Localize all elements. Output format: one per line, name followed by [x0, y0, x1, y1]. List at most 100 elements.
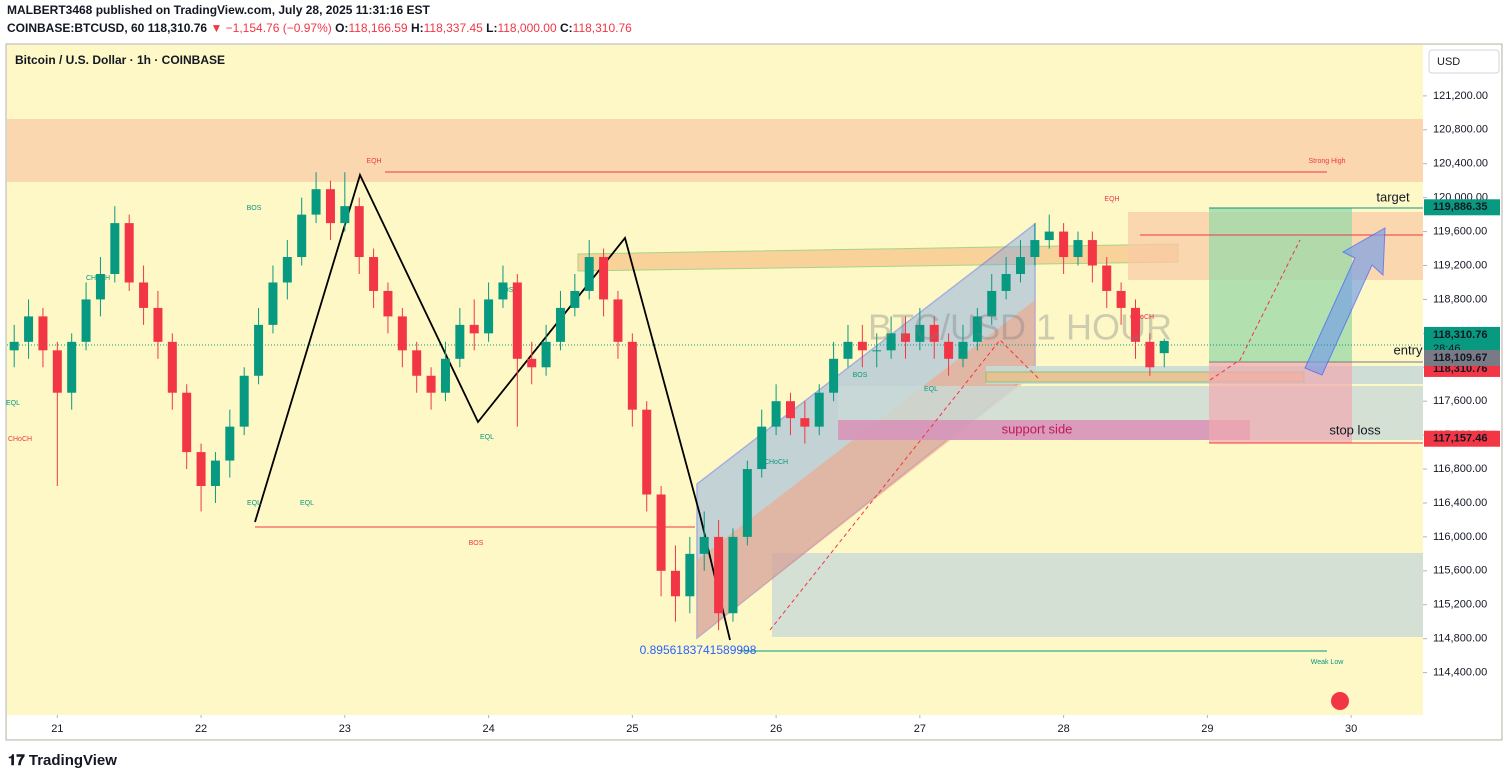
candle-body	[1073, 240, 1083, 258]
watermark: BTC/USD 1 HOUR	[868, 307, 1172, 348]
candle-body	[1059, 231, 1069, 258]
y-tick-label: 116,400.00	[1433, 497, 1487, 509]
l: 118,000.00	[497, 21, 556, 35]
candle-body	[1145, 341, 1155, 368]
candle-body	[857, 341, 867, 351]
zigzag	[254, 172, 731, 641]
candle-body	[800, 418, 810, 427]
candle-body	[742, 469, 752, 537]
y-tick-label: 115,600.00	[1433, 565, 1487, 577]
candle-body	[944, 341, 954, 359]
labels: BTC/USD 1 HOUR EQH EQH Strong High Weak …	[6, 49, 1500, 769]
eql: EQL	[480, 434, 494, 441]
candle-body	[1130, 307, 1140, 342]
currency[interactable]: USD	[1437, 56, 1460, 68]
candle-body	[900, 333, 910, 342]
support-label: support side	[1002, 421, 1073, 436]
candle-body	[929, 324, 939, 342]
eqh: EQH	[1104, 196, 1119, 203]
y-tick-label: 114,400.00	[1433, 667, 1487, 679]
candle-body	[484, 299, 494, 334]
price-tag	[1424, 349, 1500, 366]
x-tick-label: 27	[914, 723, 926, 735]
candle-body	[340, 206, 350, 224]
candle-body	[225, 426, 235, 461]
x-tick-label: 22	[195, 723, 207, 735]
c-label: C:	[560, 21, 573, 35]
x-tick-label: 21	[51, 723, 63, 735]
candle-body	[397, 316, 407, 351]
supply-zone	[7, 119, 1423, 182]
candle-body	[814, 392, 824, 427]
candle-body	[872, 350, 882, 352]
candle-body	[383, 290, 393, 317]
y-tick-label: 118,800.00	[1433, 293, 1487, 305]
eql: EQL	[300, 500, 314, 507]
change: ▼ −1,154.76 (−0.97%)	[210, 21, 331, 35]
candle-body	[771, 401, 781, 427]
candle-body	[369, 257, 379, 291]
price-tag	[1424, 430, 1500, 447]
currency-button[interactable]	[1428, 49, 1500, 74]
x-tick-label: 24	[482, 723, 494, 735]
x-tick-label: 23	[339, 723, 351, 735]
candle-body	[455, 324, 465, 359]
choch: CHoCH	[8, 436, 32, 443]
candle-body	[584, 257, 594, 291]
candle-body	[757, 426, 767, 470]
candle-body	[412, 350, 422, 376]
o: 118,166.59	[348, 21, 407, 35]
candle-body	[613, 299, 623, 342]
symbol-line: COINBASE:BTCUSD, 60 118,310.76 ▼ −1,154.…	[7, 21, 632, 35]
candle-body	[785, 401, 795, 419]
eql: EQL	[924, 386, 938, 393]
price-tag-label: 117,157.46	[1433, 433, 1487, 445]
loss-box	[1209, 362, 1352, 443]
y-tick-label: 119,200.00	[1433, 259, 1487, 271]
candle-body	[1001, 273, 1011, 291]
brand: TradingView	[29, 752, 117, 769]
fib-level: 0.8956183741589998	[640, 643, 757, 657]
eql: EQL	[247, 500, 261, 507]
candle-body	[24, 316, 34, 342]
candle-body	[95, 273, 105, 300]
price-axis	[1423, 45, 1501, 739]
publisher: MALBERT3468 published on TradingView.com…	[7, 3, 430, 17]
price-tag	[1424, 199, 1500, 216]
candle-body	[1159, 340, 1169, 354]
target-label: target	[1376, 189, 1410, 204]
time-axis	[7, 715, 1423, 739]
candle-body	[196, 452, 206, 487]
logo: 𝟏𝟕	[8, 752, 29, 769]
choch: CHoCH	[86, 275, 110, 282]
c: 118,310.76	[573, 21, 632, 35]
candle-body	[354, 206, 364, 258]
choch: CHoCH	[1130, 314, 1154, 321]
candle-body	[239, 375, 249, 427]
y-tick-label: 116,000.00	[1433, 531, 1487, 543]
candle-body	[297, 214, 307, 258]
candle-body	[987, 290, 997, 317]
footer-brand: 𝟏𝟕 TradingView	[8, 752, 117, 769]
candle-body	[541, 341, 551, 368]
candle-body	[685, 553, 695, 597]
candle-body	[268, 282, 278, 325]
channel-lower	[697, 300, 1035, 638]
price-tag-label: 118,109.67	[1433, 352, 1487, 364]
stop-label: stop loss	[1329, 422, 1381, 437]
x-tick-label: 28	[1057, 723, 1069, 735]
candle-body	[426, 375, 436, 393]
price-tag-label: 119,886.35	[1433, 201, 1487, 213]
flag-icon	[1331, 692, 1349, 710]
candle-body	[886, 333, 896, 351]
eql: EQL	[6, 400, 20, 407]
last: 118,310.76	[148, 21, 208, 35]
candle-body	[182, 392, 192, 453]
candle-body	[167, 341, 177, 393]
y-tick-label: 120,800.00	[1433, 124, 1488, 136]
candle-body	[52, 350, 62, 393]
h-label: H:	[411, 21, 424, 35]
candle-body	[958, 341, 968, 359]
candle-body	[843, 341, 853, 359]
candle-body	[728, 536, 738, 614]
